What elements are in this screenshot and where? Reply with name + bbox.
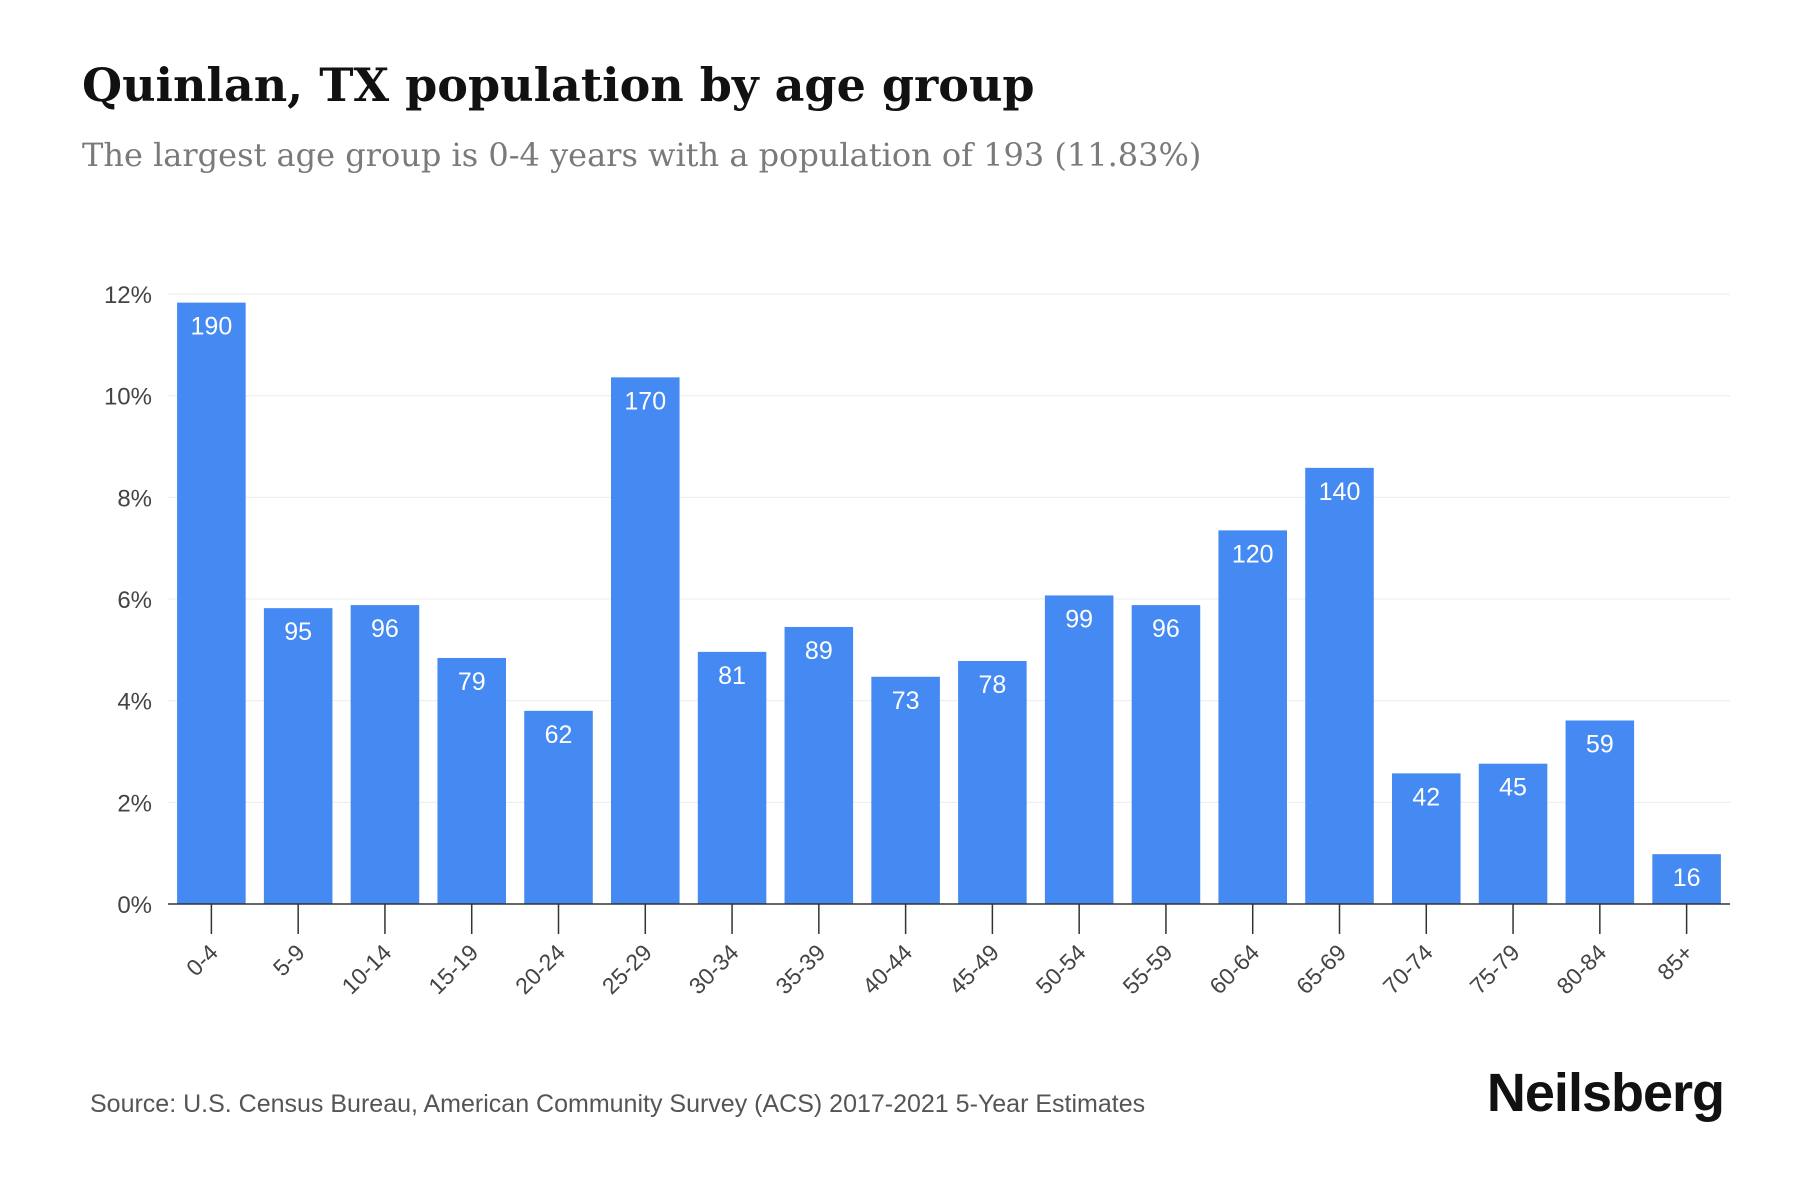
bar-chart: 0% 2% 4% 6% 8% 10% 12% 190 95 96 79 62 170 81 89 73 78 9… [104, 282, 1730, 999]
x-tick-label: 75-79 [1465, 939, 1525, 999]
bar-value-label: 190 [191, 313, 233, 341]
x-tick-label: 10-14 [336, 939, 396, 999]
bar [1652, 854, 1721, 904]
chart-title: Quinlan, TX population by age group [82, 58, 1035, 112]
bar-value-label: 170 [624, 387, 666, 415]
bar-value-labels: 190 95 96 79 62 170 81 89 73 78 99 96 120 140 42 45 59 16 [191, 313, 1701, 893]
bar [958, 661, 1027, 904]
y-tick-label: 6% [117, 587, 152, 614]
bar [697, 651, 767, 904]
x-tick-label: 35-39 [770, 939, 830, 999]
x-tick-label: 50-54 [1031, 939, 1091, 999]
bar [350, 605, 420, 904]
x-axis-ticks: 0-4 5-9 10-14 15-19 20-24 25-29 30-34 35-39 40-4… [181, 904, 1698, 999]
bar-value-label: 140 [1319, 478, 1361, 506]
bar-value-label: 45 [1499, 774, 1527, 802]
bar [524, 710, 593, 904]
x-tick-label: 65-69 [1291, 939, 1351, 999]
x-tick-label: 25-29 [597, 939, 657, 999]
bar-value-label: 96 [1152, 615, 1180, 643]
bar [611, 377, 680, 904]
bar-value-label: 78 [978, 671, 1006, 699]
bar-value-label: 99 [1065, 605, 1093, 633]
x-tick-label: 85+ [1652, 939, 1698, 985]
bar-value-label: 79 [458, 668, 486, 696]
x-tick-label: 15-19 [423, 939, 483, 999]
bar-value-label: 89 [805, 637, 833, 665]
source-note: Source: U.S. Census Bureau, American Com… [90, 1090, 1146, 1118]
bar-value-label: 59 [1586, 730, 1614, 758]
y-tick-label: 2% [117, 790, 152, 817]
chart-subtitle: The largest age group is 0-4 years with … [82, 136, 1202, 174]
bar [1044, 595, 1114, 904]
bar [871, 676, 940, 904]
bar [1565, 720, 1635, 904]
bar [1131, 605, 1201, 904]
bar-value-label: 81 [718, 662, 746, 690]
bar [1305, 467, 1374, 904]
bar [263, 608, 333, 904]
bar-value-label: 62 [545, 721, 573, 749]
bars [177, 302, 1721, 904]
brand-logo: Neilsberg [1486, 1063, 1725, 1123]
bar [784, 626, 854, 904]
x-tick-label: 55-59 [1117, 939, 1177, 999]
bar [1392, 773, 1461, 904]
y-tick-label: 12% [104, 282, 152, 309]
bar [1478, 763, 1548, 904]
bar [177, 302, 246, 904]
y-axis-ticks: 0% 2% 4% 6% 8% 10% 12% [104, 282, 152, 919]
bar-value-label: 95 [284, 618, 312, 646]
y-tick-label: 8% [117, 485, 152, 512]
x-tick-label: 80-84 [1551, 939, 1611, 999]
x-tick-label: 20-24 [510, 939, 570, 999]
x-tick-label: 30-34 [684, 939, 744, 999]
x-tick-label: 40-44 [857, 939, 917, 999]
x-tick-label: 60-64 [1204, 939, 1264, 999]
x-tick-label: 70-74 [1378, 939, 1438, 999]
x-tick-label: 45-49 [944, 939, 1004, 999]
x-tick-label: 5-9 [268, 939, 310, 981]
bar-value-label: 96 [371, 615, 399, 643]
bar-value-label: 42 [1412, 783, 1440, 811]
bar [1218, 530, 1287, 904]
x-tick-label: 0-4 [181, 939, 223, 981]
y-tick-label: 0% [117, 892, 152, 919]
y-tick-label: 4% [117, 689, 152, 716]
bar [437, 657, 506, 904]
bar-value-label: 73 [892, 687, 920, 715]
gridlines [168, 293, 1730, 803]
bar-value-label: 120 [1232, 540, 1274, 568]
y-tick-label: 10% [104, 384, 152, 411]
bar-value-label: 16 [1673, 864, 1701, 892]
